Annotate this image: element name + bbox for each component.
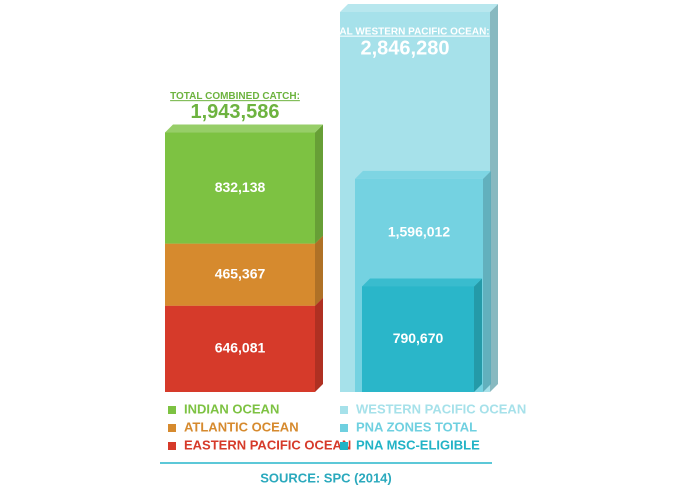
legend-swatch: [340, 442, 348, 450]
bar-top: [362, 278, 482, 287]
value-label: 646,081: [215, 340, 266, 356]
bar: [362, 286, 474, 392]
title: TOTAL WESTERN PACIFIC OCEAN:: [320, 27, 489, 38]
legend-swatch: [168, 424, 176, 432]
bar-side: [315, 297, 323, 392]
bar-side: [490, 4, 498, 392]
legend-label: PNA MSC-ELIGIBLE: [356, 437, 480, 452]
legend-label: INDIAN OCEAN: [184, 401, 279, 416]
bar: [165, 305, 315, 392]
legend-swatch: [340, 406, 348, 414]
bar-top: [340, 4, 498, 12]
legend-label: WESTERN PACIFIC OCEAN: [356, 401, 526, 416]
value-label: 832,138: [215, 179, 266, 195]
bar-side: [315, 235, 323, 306]
bar: [165, 243, 315, 306]
legend-label: PNA ZONES TOTAL: [356, 419, 477, 434]
bar-side: [474, 278, 482, 392]
legend-label: ATLANTIC OCEAN: [184, 419, 299, 434]
bar-side: [483, 170, 491, 392]
legend-swatch: [168, 442, 176, 450]
legend-swatch: [340, 424, 348, 432]
total-label: 2,846,280: [361, 37, 450, 59]
bar: [165, 132, 315, 244]
bar-top: [165, 124, 323, 133]
source: SOURCE: SPC (2014): [260, 470, 391, 485]
value-label: 1,596,012: [388, 223, 450, 239]
total-title: TOTAL COMBINED CATCH:: [170, 91, 300, 102]
bar-side: [315, 124, 323, 244]
total-label: 1,943,586: [191, 101, 280, 123]
legend-label: EASTERN PACIFIC OCEAN: [184, 437, 351, 452]
bar-top: [355, 170, 491, 179]
value-label: 790,670: [393, 330, 444, 346]
legend-swatch: [168, 406, 176, 414]
value-label: 465,367: [215, 265, 266, 281]
